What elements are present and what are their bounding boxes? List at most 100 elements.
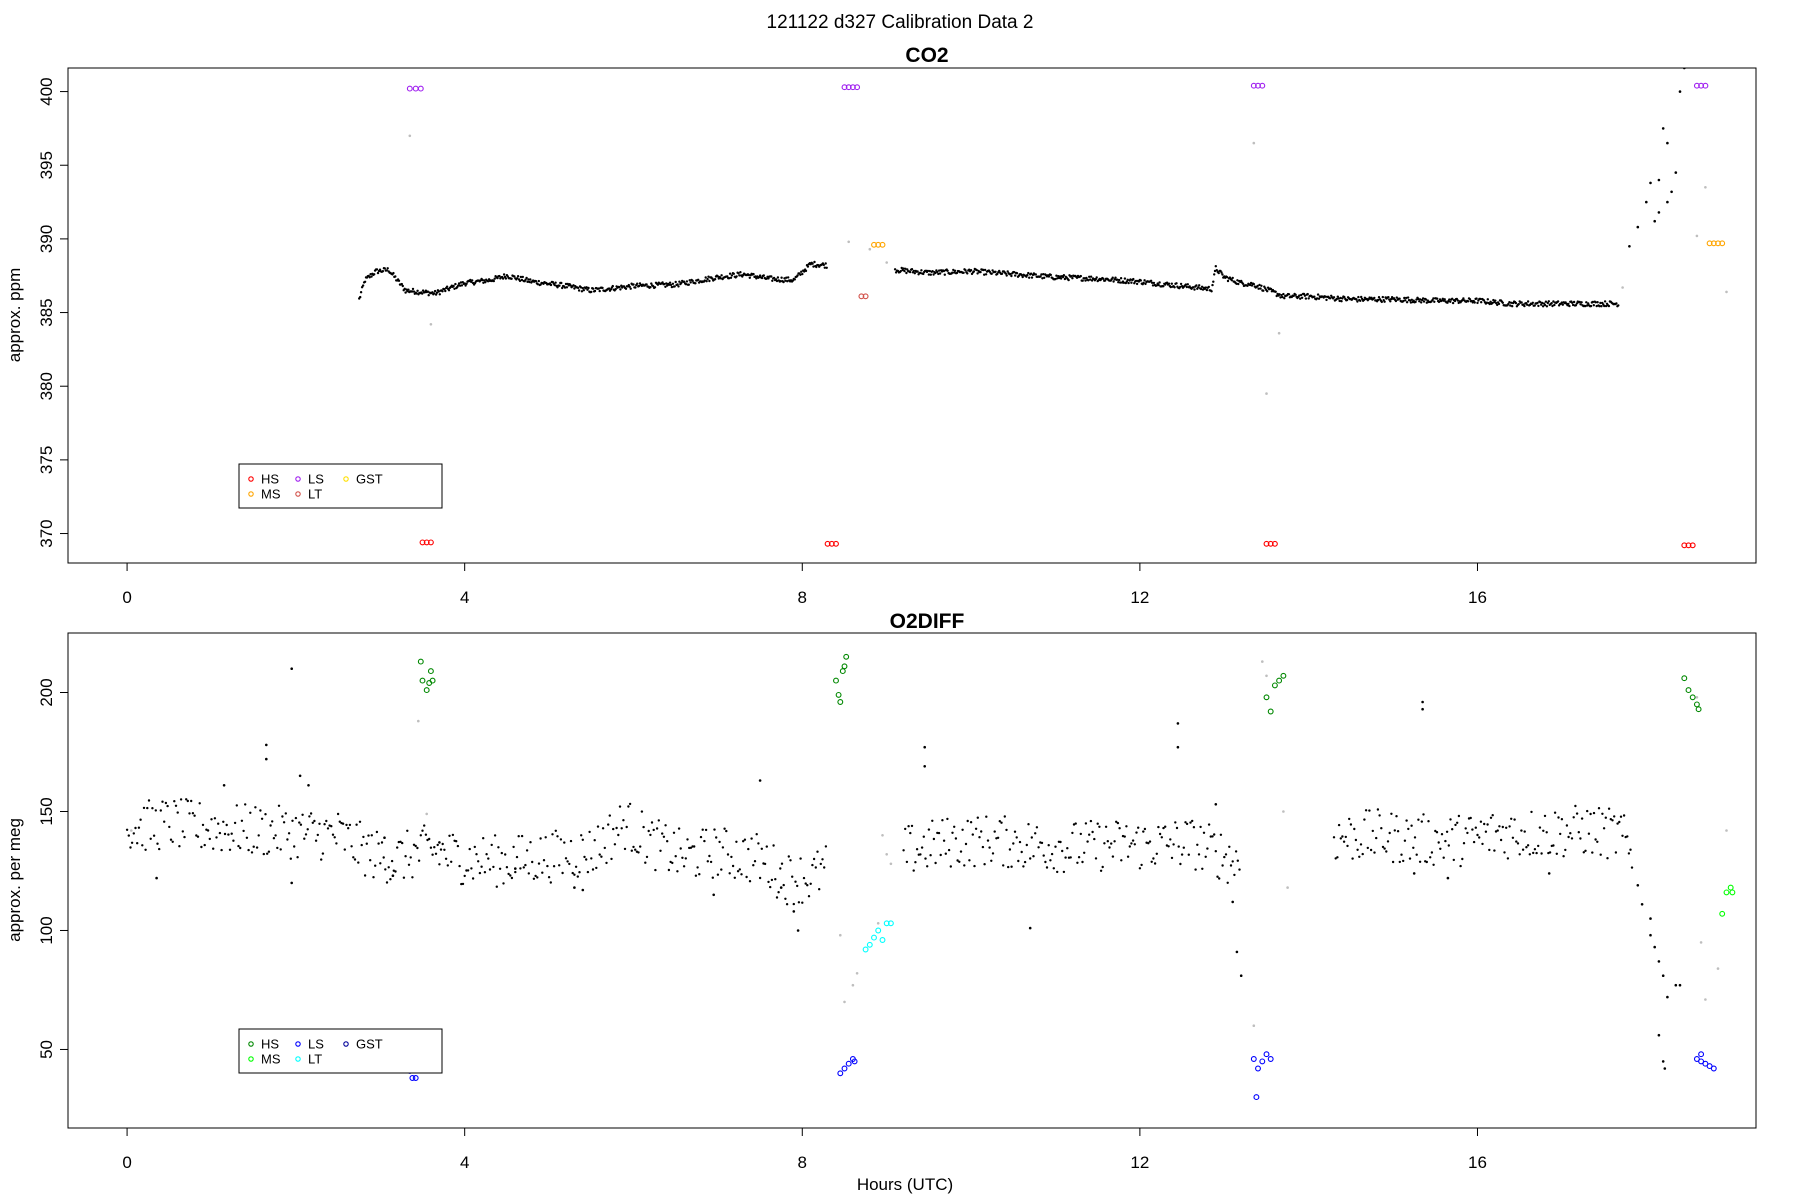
co2-sample-point: [1628, 245, 1631, 248]
co2-sample-point: [1514, 301, 1518, 305]
co2-sample-point: [706, 277, 709, 281]
o2diff-sample-point: [1371, 829, 1375, 833]
o2diff-sample-point: [448, 834, 451, 837]
o2diff-legend-marker: [248, 1041, 254, 1047]
co2-sample-point: [516, 275, 520, 278]
co2-sample-point: [1432, 297, 1435, 300]
o2diff-sample-point: [1029, 857, 1032, 860]
o2diff-sample-point: [677, 827, 681, 830]
o2diff-ls-point: [841, 1065, 848, 1072]
o2diff-sample-point: [968, 859, 971, 862]
o2diff-transition-point: [876, 922, 880, 925]
o2diff-sample-point: [1334, 857, 1337, 860]
o2diff-sample-point: [282, 821, 286, 824]
o2diff-sample-point: [1559, 832, 1562, 836]
o2diff-sample-point: [341, 822, 345, 825]
o2diff-sample-point: [681, 856, 684, 859]
o2diff-sample-point: [725, 829, 728, 833]
co2-sample-point: [1420, 301, 1423, 304]
co2-sample-point: [796, 274, 799, 277]
o2diff-plot-frame: [67, 632, 1757, 1129]
o2diff-sample-point: [551, 833, 554, 836]
co2-sample-point: [1029, 272, 1033, 275]
o2diff-sample-point: [1192, 826, 1196, 829]
co2-sample-point: [678, 280, 681, 283]
o2diff-hs-point: [423, 687, 430, 694]
o2diff-sample-point: [791, 875, 794, 878]
co2-sample-point: [1090, 279, 1094, 282]
o2diff-sample-point: [824, 845, 828, 848]
co2-sample-point: [969, 269, 973, 272]
co2-sample-point: [1381, 295, 1385, 299]
co2-sample-point: [1587, 302, 1590, 305]
co2-sample-point: [1213, 273, 1216, 276]
o2diff-sample-point: [674, 855, 677, 858]
o2diff-sample-point: [929, 854, 932, 857]
co2-sample-point: [481, 278, 484, 282]
o2diff-sample-point: [245, 836, 249, 839]
o2diff-y-tick-label: 100: [37, 916, 56, 944]
o2diff-sample-point: [1461, 857, 1464, 861]
o2diff-sample-point: [676, 870, 679, 873]
co2-sample-point: [780, 276, 783, 279]
co2-sample-point: [782, 280, 785, 284]
o2diff-sample-point: [947, 848, 951, 852]
o2diff-sample-point: [1213, 833, 1216, 836]
o2diff-sample-point: [1611, 819, 1614, 822]
o2diff-sample-point: [1152, 857, 1155, 860]
o2diff-sample-point: [650, 821, 654, 824]
o2diff-sample-point: [379, 862, 382, 865]
co2-sample-point: [381, 270, 385, 273]
co2-sample-point: [983, 268, 987, 272]
o2diff-sample-point: [698, 873, 701, 876]
o2diff-sample-point: [498, 867, 502, 870]
o2diff-sample-point: [939, 853, 942, 857]
o2diff-sample-point: [742, 840, 745, 843]
o2diff-ls-point: [409, 1075, 416, 1081]
co2-sample-point: [1556, 300, 1560, 303]
co2-sample-point: [1192, 286, 1195, 289]
o2diff-sample-point: [203, 843, 206, 847]
o2diff-sample-point: [407, 863, 411, 866]
co2-sample-point: [1422, 300, 1426, 303]
o2diff-sample-point: [412, 843, 416, 846]
o2diff-sample-point: [1344, 835, 1348, 839]
o2diff-sample-point: [266, 852, 269, 855]
co2-sample-point: [1274, 290, 1277, 293]
co2-sample-point: [1339, 296, 1342, 300]
o2diff-sample-point: [217, 822, 220, 825]
co2-sample-point: [1406, 296, 1410, 299]
co2-sample-point: [1269, 287, 1273, 291]
o2diff-sample-point: [1466, 831, 1469, 835]
o2diff-sample-point: [796, 929, 800, 932]
co2-sample-point: [916, 270, 919, 273]
o2diff-sample-point: [1407, 827, 1410, 831]
co2-sample-point: [1370, 296, 1373, 299]
co2-sample-point: [1043, 276, 1046, 279]
o2diff-sample-point: [1383, 847, 1386, 850]
o2diff-sample-point: [1099, 869, 1103, 872]
co2-sample-point: [1071, 277, 1074, 280]
co2-sample-point: [1421, 297, 1425, 300]
o2diff-sample-point: [362, 835, 365, 839]
o2diff-sample-point: [1437, 841, 1440, 844]
o2diff-sample-point: [1076, 861, 1079, 864]
o2diff-sample-point: [541, 871, 544, 874]
o2diff-sample-point: [208, 837, 211, 841]
o2diff-sample-point: [1332, 836, 1336, 839]
o2diff-sample-point: [1118, 827, 1121, 830]
co2-sample-point: [1403, 296, 1406, 300]
o2diff-sample-point: [1373, 851, 1376, 854]
o2diff-sample-point: [291, 819, 294, 822]
co2-sample-point: [799, 273, 802, 276]
o2diff-sample-point: [299, 823, 303, 826]
o2diff-sample-point: [1012, 842, 1015, 845]
o2diff-sample-point: [748, 880, 752, 883]
co2-sample-point: [1199, 287, 1203, 291]
o2diff-sample-point: [1143, 827, 1147, 831]
o2diff-sample-point: [306, 828, 309, 831]
co2-sample-point: [1135, 282, 1139, 286]
co2-sample-point: [611, 284, 614, 288]
co2-sample-point: [1336, 295, 1340, 298]
o2diff-sample-point: [1356, 848, 1359, 851]
